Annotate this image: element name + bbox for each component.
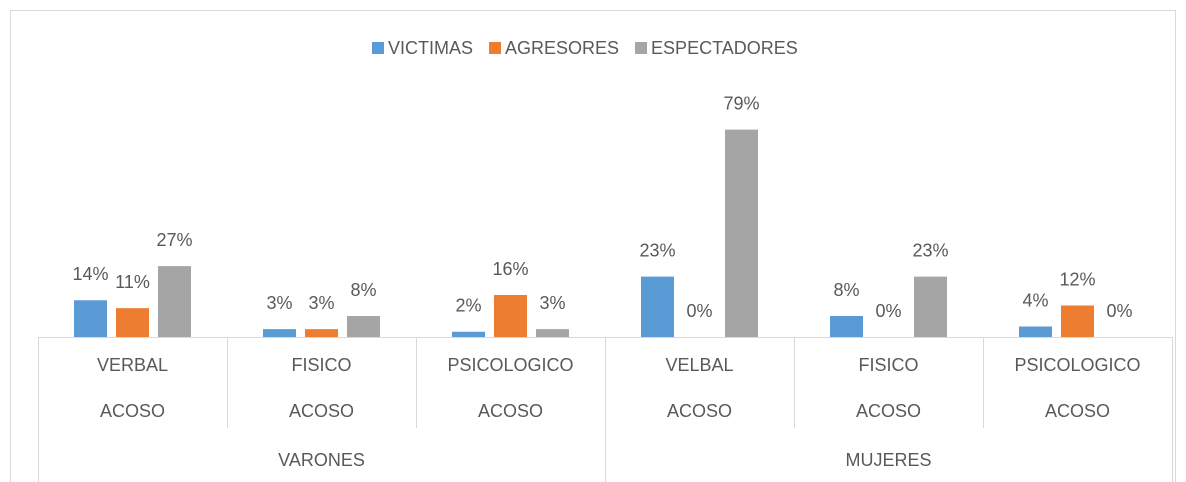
legend-label: AGRESORES xyxy=(505,38,619,58)
bar xyxy=(830,316,863,337)
x-tick-label: VERBAL xyxy=(97,355,168,375)
data-label: 0% xyxy=(1106,301,1132,321)
bar xyxy=(452,331,485,337)
bar xyxy=(725,129,758,337)
data-label: 0% xyxy=(686,301,712,321)
bar xyxy=(1019,326,1052,337)
x-tick-sublabel: ACOSO xyxy=(856,401,921,421)
bar xyxy=(116,308,149,337)
data-label: 3% xyxy=(539,293,565,313)
x-tick-label: PSICOLOGICO xyxy=(1014,355,1140,375)
data-label: 8% xyxy=(350,280,376,300)
data-label: 27% xyxy=(156,230,192,250)
bar xyxy=(494,295,527,337)
data-label: 11% xyxy=(115,272,150,292)
data-label: 23% xyxy=(912,240,948,260)
legend-label: VICTIMAS xyxy=(388,38,473,58)
group-label: MUJERES xyxy=(845,450,931,470)
x-tick-sublabel: ACOSO xyxy=(1045,401,1110,421)
bar xyxy=(158,266,191,337)
data-label: 14% xyxy=(72,264,108,284)
group-label: VARONES xyxy=(278,450,365,470)
data-label: 0% xyxy=(875,301,901,321)
bar xyxy=(347,316,380,337)
legend-swatch xyxy=(372,42,384,54)
data-label: 23% xyxy=(639,240,675,260)
x-tick-label: FISICO xyxy=(858,355,918,375)
data-label: 79% xyxy=(723,93,759,113)
legend-swatch xyxy=(635,42,648,54)
data-label: 16% xyxy=(492,259,528,279)
data-label: 2% xyxy=(455,296,481,316)
data-label: 3% xyxy=(266,293,292,313)
bar xyxy=(74,300,107,337)
bar xyxy=(536,329,569,337)
x-tick-sublabel: ACOSO xyxy=(100,401,165,421)
data-label: 4% xyxy=(1022,290,1048,310)
x-tick-sublabel: ACOSO xyxy=(289,401,354,421)
x-tick-sublabel: ACOSO xyxy=(478,401,543,421)
bar xyxy=(1061,305,1094,337)
chart-border xyxy=(10,10,1176,482)
data-label: 12% xyxy=(1059,269,1095,289)
x-tick-label: VELBAL xyxy=(665,355,733,375)
data-label: 8% xyxy=(833,280,859,300)
x-tick-label: PSICOLOGICO xyxy=(447,355,573,375)
bar xyxy=(305,329,338,337)
bar xyxy=(641,276,674,337)
bar xyxy=(263,329,296,337)
bar xyxy=(914,276,947,337)
x-tick-sublabel: ACOSO xyxy=(667,401,732,421)
legend-swatch xyxy=(489,42,502,54)
data-label: 3% xyxy=(308,293,334,313)
x-tick-label: FISICO xyxy=(291,355,351,375)
legend-label: ESPECTADORES xyxy=(651,38,798,58)
